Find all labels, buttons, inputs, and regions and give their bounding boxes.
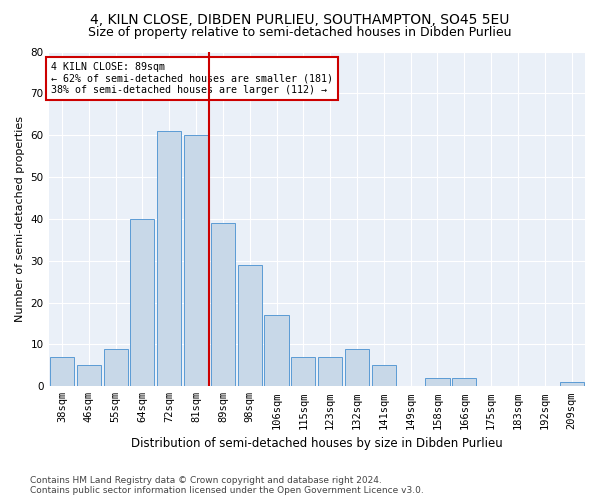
Text: Size of property relative to semi-detached houses in Dibden Purlieu: Size of property relative to semi-detach… xyxy=(88,26,512,39)
Bar xyxy=(318,357,342,386)
Bar xyxy=(425,378,449,386)
Bar xyxy=(345,348,369,387)
Bar xyxy=(77,366,101,386)
Bar xyxy=(560,382,584,386)
Y-axis label: Number of semi-detached properties: Number of semi-detached properties xyxy=(15,116,25,322)
Bar xyxy=(291,357,316,386)
Text: 4 KILN CLOSE: 89sqm
← 62% of semi-detached houses are smaller (181)
38% of semi-: 4 KILN CLOSE: 89sqm ← 62% of semi-detach… xyxy=(51,62,333,94)
Bar xyxy=(372,366,396,386)
Bar xyxy=(50,357,74,386)
Bar xyxy=(104,348,128,387)
Text: 4, KILN CLOSE, DIBDEN PURLIEU, SOUTHAMPTON, SO45 5EU: 4, KILN CLOSE, DIBDEN PURLIEU, SOUTHAMPT… xyxy=(91,12,509,26)
Bar xyxy=(157,131,181,386)
Bar xyxy=(184,135,208,386)
Bar xyxy=(130,219,154,386)
Bar xyxy=(211,223,235,386)
Bar xyxy=(452,378,476,386)
Text: Contains HM Land Registry data © Crown copyright and database right 2024.
Contai: Contains HM Land Registry data © Crown c… xyxy=(30,476,424,495)
Bar xyxy=(265,315,289,386)
Bar xyxy=(238,265,262,386)
X-axis label: Distribution of semi-detached houses by size in Dibden Purlieu: Distribution of semi-detached houses by … xyxy=(131,437,503,450)
